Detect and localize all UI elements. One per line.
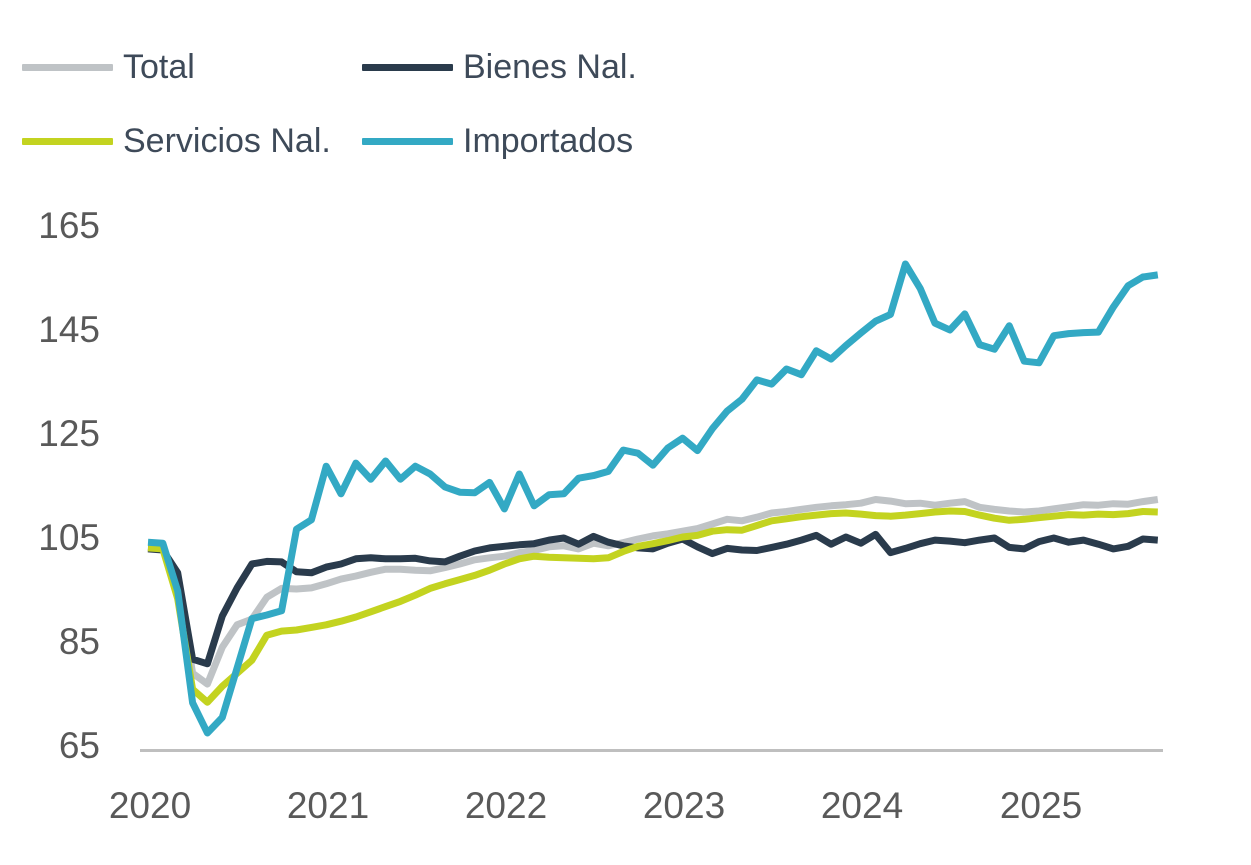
x-tick-label-2024: 2024 <box>820 785 904 826</box>
legend-item-total: Total <box>22 47 195 87</box>
y-tick-label-145: 145 <box>38 309 100 350</box>
x-tick-label-2022: 2022 <box>464 785 548 826</box>
legend-label-servicios-nal: Servicios Nal. <box>123 121 331 160</box>
series-line-servicios-nal <box>147 507 1158 706</box>
y-tick-label-85: 85 <box>58 621 100 662</box>
series-line-bienes-nal <box>147 530 1159 668</box>
servicios-nal-line-swatch-icon <box>22 137 113 145</box>
legend-label-bienes-nal: Bienes Nal. <box>463 47 637 86</box>
x-tick-label-2021: 2021 <box>286 785 370 826</box>
y-tick-label-165: 165 <box>38 205 100 246</box>
series-line-importados <box>147 260 1159 737</box>
x-tick-label-2020: 2020 <box>108 785 192 826</box>
bienes-nal-line-swatch-icon <box>362 63 453 71</box>
series-line-total <box>147 496 1159 688</box>
legend-label-total: Total <box>123 47 195 86</box>
total-line-swatch-icon <box>22 63 113 71</box>
x-tick-label-2023: 2023 <box>642 785 726 826</box>
y-tick-label-65: 65 <box>58 725 100 766</box>
y-tick-label-125: 125 <box>38 413 100 454</box>
legend-item-bienes-nal: Bienes Nal. <box>362 47 637 87</box>
legend-item-servicios-nal: Servicios Nal. <box>22 121 331 161</box>
importados-line-swatch-icon <box>362 137 453 145</box>
legend-label-importados: Importados <box>463 121 634 160</box>
legend-item-importados: Importados <box>362 121 633 161</box>
y-tick-label-105: 105 <box>38 517 100 558</box>
x-tick-label-2025: 2025 <box>999 785 1083 826</box>
